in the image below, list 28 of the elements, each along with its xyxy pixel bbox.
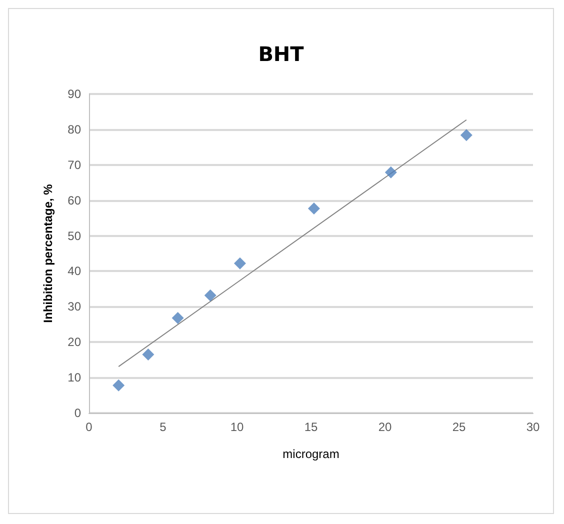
x-tick-label: 30 [526,420,540,434]
x-tick-label: 20 [378,420,392,434]
y-tick-label: 60 [68,193,82,208]
y-tick-label: 80 [68,122,82,136]
x-tick-label: 0 [86,420,93,434]
point [460,129,472,142]
y-tick-label: 40 [68,264,82,278]
chart-title: BHT [258,42,304,66]
x-axis-title: microgram [282,447,340,461]
y-tick-label: 10 [68,370,82,385]
y-axis-title: Inhibition percentage, % [41,184,55,323]
point [204,289,216,302]
x-tick-label: 15 [304,420,318,434]
point [308,202,320,214]
point [142,348,154,361]
y-tick-label: 30 [68,300,82,314]
y-tick-label: 0 [74,406,82,420]
point [172,312,184,324]
x-tick-label: 10 [230,420,244,434]
point [234,257,246,270]
x-tick-label: 5 [160,420,167,434]
x-tick-label: 25 [452,420,466,434]
y-tick-label: 50 [68,228,82,243]
point [112,379,125,392]
y-tick-label: 70 [68,158,82,172]
y-tick-label: 20 [68,335,82,350]
y-tick-label: 90 [68,87,82,101]
point [384,166,397,178]
